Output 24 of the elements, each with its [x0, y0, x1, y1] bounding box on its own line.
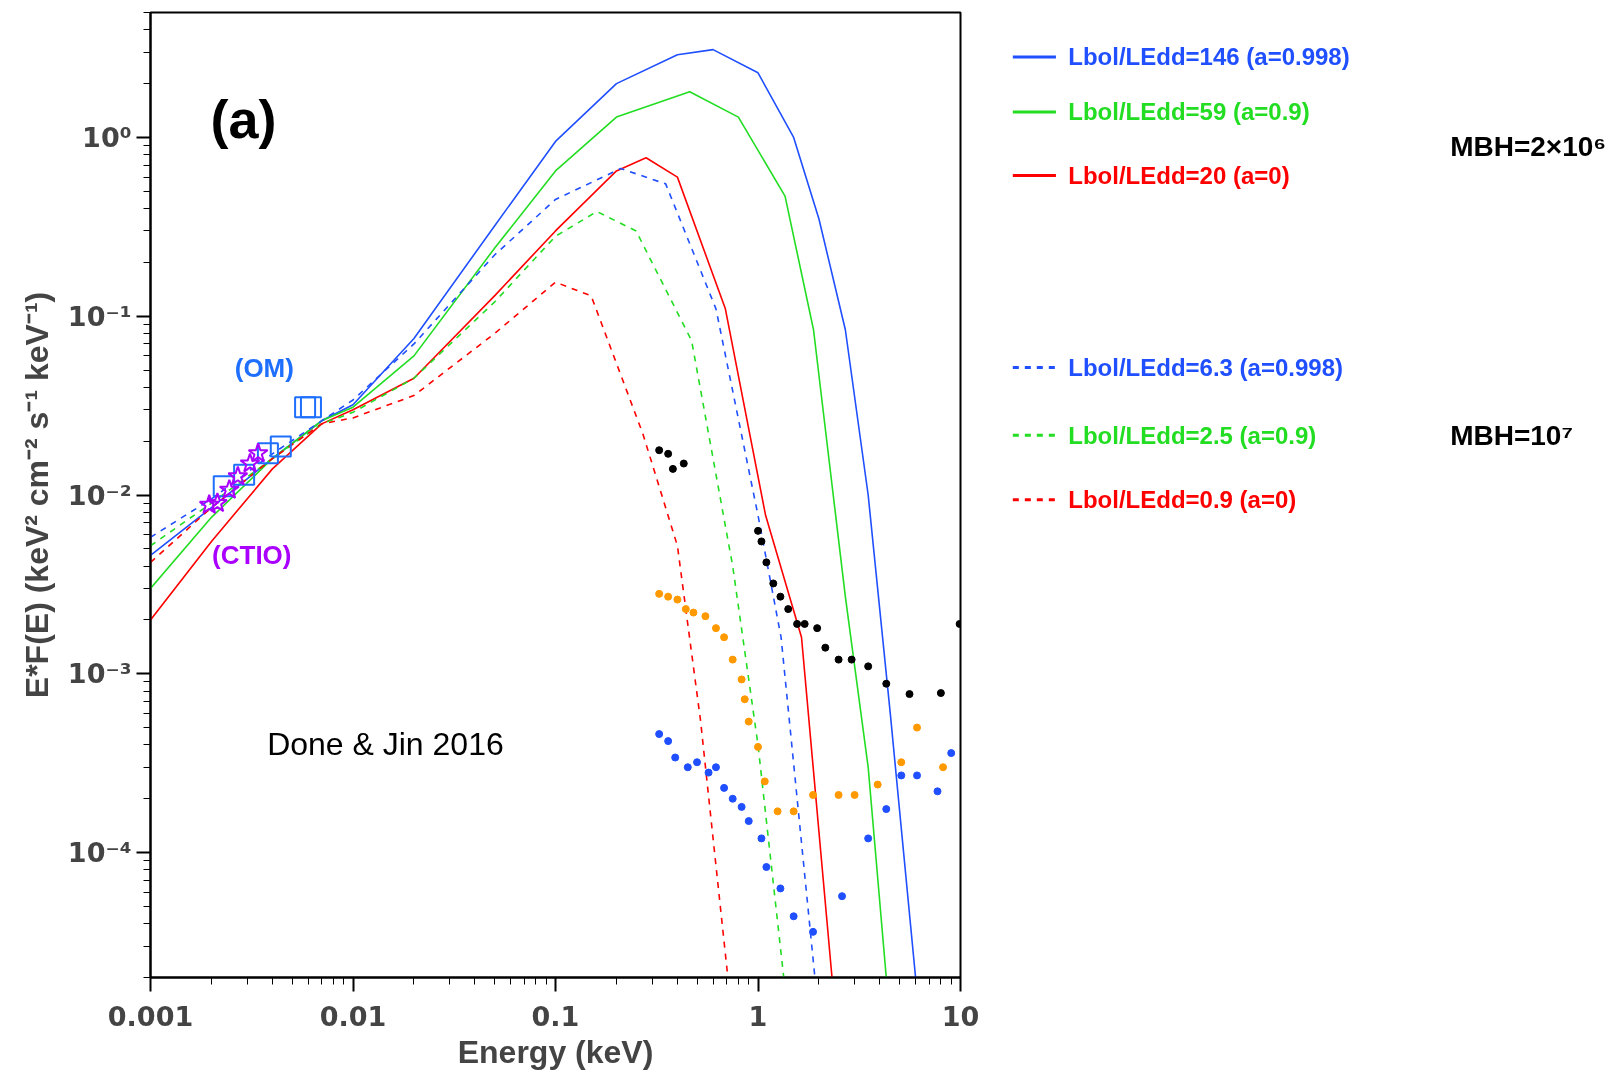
- text: MBH=10⁷: [1450, 419, 1574, 451]
- y-tick-label: 10⁻¹: [67, 300, 132, 332]
- legend-label: Lbol/LEdd=20 (a=0): [1068, 162, 1290, 190]
- legend-label: Lbol/LEdd=2.5 (a=0.9): [1068, 421, 1317, 449]
- y-tick-label: 10⁻⁴: [67, 837, 132, 869]
- y-tick-label: 10⁻²: [67, 479, 132, 511]
- x-tick-label: 1: [748, 1000, 768, 1032]
- legend-label: Lbol/LEdd=0.9 (a=0): [1068, 486, 1297, 514]
- x-tick-label: 10: [941, 1000, 980, 1032]
- x-tick-label: 0.1: [531, 1000, 580, 1032]
- y-axis-title: E*F(E) (keV² cm⁻² s⁻¹ keV⁻¹): [18, 291, 55, 699]
- y-tick-label: 10⁰: [82, 121, 132, 153]
- annotation: Done & Jin 2016: [267, 725, 504, 762]
- x-tick-label: 0.001: [107, 1000, 194, 1032]
- annotation: (a): [210, 88, 277, 149]
- text: MBH=2×10⁶: [1450, 131, 1607, 163]
- legend-label: Lbol/LEdd=146 (a=0.998): [1068, 43, 1350, 71]
- y-tick-label: 10⁻³: [67, 658, 132, 690]
- x-tick-label: 0.01: [319, 1000, 387, 1032]
- series-label: (OM): [234, 352, 294, 383]
- x-axis-title: Energy (keV): [457, 1033, 654, 1070]
- series-label: (CTIO): [212, 539, 292, 570]
- legend-label: Lbol/LEdd=6.3 (a=0.998): [1068, 354, 1344, 382]
- legend-label: Lbol/LEdd=59 (a=0.9): [1068, 98, 1310, 126]
